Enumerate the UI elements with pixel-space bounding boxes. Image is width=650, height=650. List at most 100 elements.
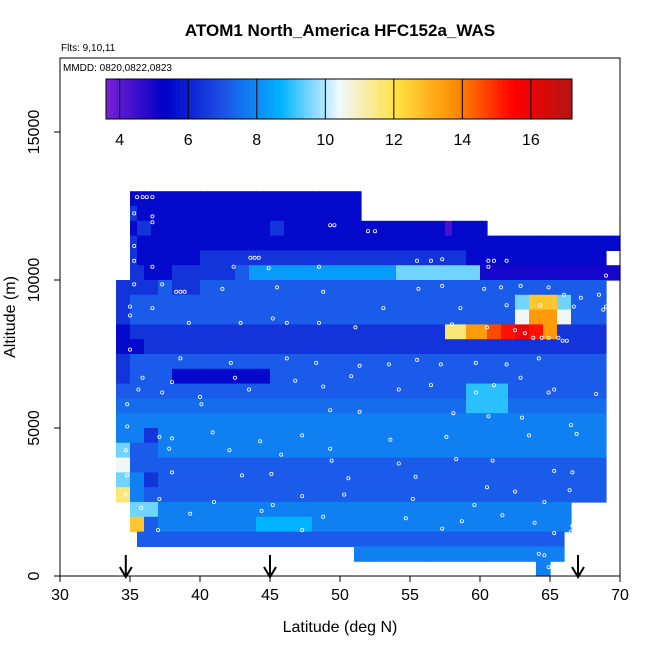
heatmap-cell (305, 354, 313, 370)
heatmap-cell (158, 472, 166, 488)
heatmap-cell (249, 265, 257, 281)
heatmap-cell (340, 413, 348, 429)
heatmap-cell (144, 531, 152, 547)
colorbar-segment (490, 79, 495, 119)
heatmap-cell (361, 531, 369, 547)
heatmap-cell (186, 383, 194, 399)
heatmap-cell (263, 531, 271, 547)
heatmap-cell (445, 354, 453, 370)
heatmap-cell (438, 265, 446, 281)
colorbar (105, 78, 573, 120)
heatmap-cell (557, 339, 565, 355)
heatmap-cell (305, 502, 313, 518)
heatmap-cell (508, 472, 516, 488)
heatmap-cell (452, 354, 460, 370)
heatmap-cell (494, 294, 502, 311)
heatmap-cell (235, 235, 243, 251)
heatmap-cell (466, 250, 474, 266)
heatmap-cell (599, 457, 607, 473)
heatmap-cell (298, 339, 306, 355)
heatmap-cell (263, 442, 271, 459)
heatmap-cell (235, 265, 243, 281)
heatmap-cell (249, 383, 257, 399)
colorbar-segment (447, 79, 453, 119)
heatmap-cell (347, 235, 355, 251)
heatmap-cell (263, 502, 271, 518)
heatmap-cell (480, 324, 488, 340)
colorbar-segment (405, 79, 410, 119)
heatmap-cell (291, 428, 299, 444)
colorbar-segment (226, 79, 231, 119)
heatmap-cell (578, 368, 586, 385)
heatmap-cell (123, 368, 131, 385)
heatmap-cell (452, 220, 460, 237)
sample-marker (150, 264, 155, 269)
heatmap-cell (396, 442, 404, 459)
sample-marker (328, 223, 333, 228)
heatmap-cell (130, 457, 138, 473)
heatmap-cell (186, 294, 194, 311)
heatmap-cell (172, 220, 180, 237)
heatmap-cell (347, 472, 355, 488)
heatmap-cell (270, 398, 278, 414)
sample-marker (188, 511, 193, 516)
heatmap-cell (536, 265, 544, 281)
heatmap-cell (179, 354, 187, 370)
heatmap-cell (193, 516, 201, 533)
heatmap-cell (333, 324, 341, 340)
heatmap-cell (410, 339, 418, 355)
heatmap-cell (214, 457, 222, 473)
heatmap-cell (550, 265, 558, 281)
heatmap-cell (228, 220, 236, 237)
heatmap-cell (361, 280, 369, 296)
heatmap-cell (263, 250, 271, 266)
heatmap-cell (277, 206, 285, 222)
sample-marker (396, 461, 401, 466)
heatmap-cell (557, 324, 565, 340)
colorbar-segment (350, 79, 356, 119)
heatmap-cell (130, 502, 138, 518)
heatmap-cell (410, 398, 418, 414)
heatmap-cell (578, 280, 586, 296)
colorbar-segment (203, 79, 208, 119)
heatmap-cell (403, 516, 411, 533)
heatmap-cell (200, 265, 208, 281)
heatmap-cell (291, 487, 299, 503)
colorbar-segment (230, 79, 235, 119)
heatmap-cell (333, 265, 341, 281)
heatmap-cell (298, 324, 306, 340)
heatmap-cell (438, 502, 446, 518)
heatmap-cell (473, 339, 481, 355)
heatmap-cell (452, 383, 460, 399)
heatmap-cell (340, 324, 348, 340)
heatmap-cell (515, 368, 523, 385)
heatmap-cell (347, 516, 355, 533)
heatmap-cell (277, 309, 285, 325)
heatmap-cell (536, 546, 544, 562)
sample-marker (332, 223, 337, 228)
heatmap-cell (158, 442, 166, 459)
sample-marker (396, 387, 401, 392)
heatmap-cell (326, 472, 334, 488)
heatmap-cell (270, 206, 278, 222)
sample-marker (491, 383, 496, 388)
heatmap-cell (592, 339, 600, 355)
heatmap-cell (389, 428, 397, 444)
heatmap-cell (354, 280, 362, 296)
heatmap-cell (396, 220, 404, 237)
colorbar-segment (137, 79, 142, 119)
colorbar-segment (502, 79, 507, 119)
heatmap-cell (284, 398, 292, 414)
heatmap-cell (403, 531, 411, 547)
heatmap-cell (151, 206, 159, 222)
heatmap-cell (130, 235, 138, 251)
heatmap-cell (256, 383, 264, 399)
heatmap-cell (256, 265, 264, 281)
heatmap-cell (536, 324, 544, 340)
heatmap-cell (326, 309, 334, 325)
heatmap-cell (319, 294, 327, 311)
heatmap-cell (165, 368, 173, 385)
heatmap-cell (410, 546, 418, 562)
heatmap-cell (347, 294, 355, 311)
